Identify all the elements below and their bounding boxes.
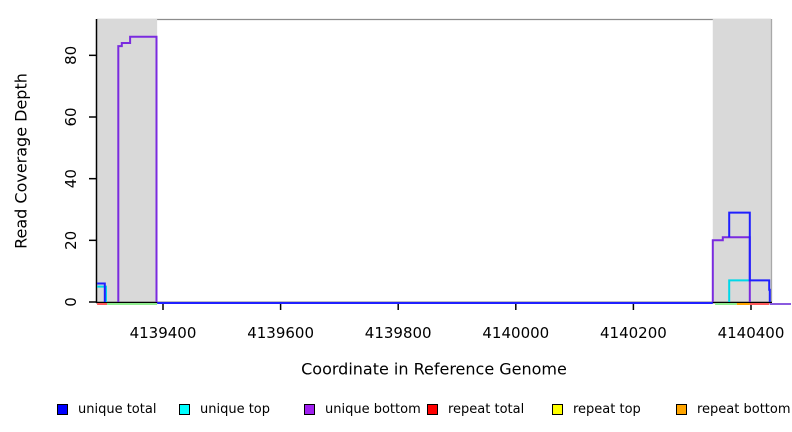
x-tick-label: 4139400 <box>130 324 197 342</box>
x-tick-label: 4139600 <box>247 324 314 342</box>
y-axis-title: Read Coverage Depth <box>11 73 31 249</box>
trace-left-unique-total <box>97 282 106 302</box>
shaded-region <box>712 19 771 302</box>
x-tick-label: 4139800 <box>365 324 432 342</box>
y-tick-label: 20 <box>62 231 80 250</box>
x-tick-label: 4140200 <box>600 324 667 342</box>
y-tick-label: 80 <box>62 46 80 65</box>
y-tick-label: 0 <box>62 297 80 307</box>
y-tick-label: 60 <box>62 107 80 126</box>
x-tick-label: 4140400 <box>718 324 785 342</box>
trace-right-unique-total <box>728 211 771 302</box>
x-axis-title: Coordinate in Reference Genome <box>301 359 567 379</box>
trace-right-unique-top <box>728 279 750 302</box>
trace-left-unique-top <box>97 285 107 302</box>
shaded-region <box>97 19 158 302</box>
trace-left-unique-bottom <box>117 35 158 302</box>
x-tick-label: 4140000 <box>482 324 549 342</box>
y-tick-label: 40 <box>62 169 80 188</box>
